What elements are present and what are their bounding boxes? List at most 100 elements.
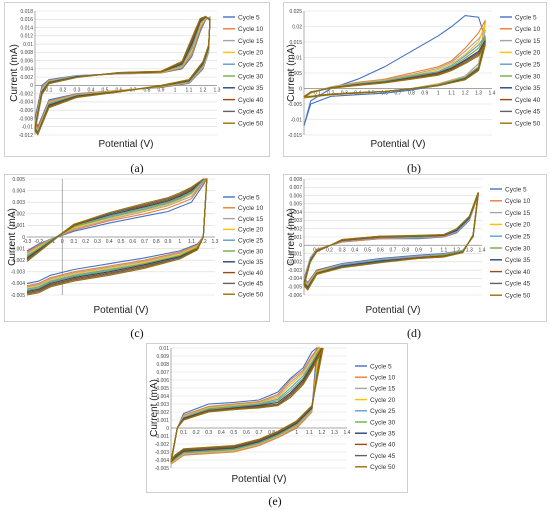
legend-entry: Cycle 20 <box>505 222 531 229</box>
series-line <box>34 15 211 136</box>
y-tick-label: -0.006 <box>19 108 33 114</box>
series-line <box>170 347 322 463</box>
legend-entry: Cycle 45 <box>238 109 264 116</box>
x-tick-label: 0.8 <box>402 247 409 253</box>
x-tick-label: 0.4 <box>218 430 225 436</box>
series-line <box>34 17 211 133</box>
y-tick-label: 0.018 <box>20 9 33 15</box>
y-tick-label: 0.016 <box>20 17 33 23</box>
series-line <box>26 178 208 296</box>
x-tick-label: -0.2 <box>34 239 43 245</box>
legend-entry: Cycle 35 <box>238 259 264 266</box>
series-line <box>170 347 320 464</box>
y-tick-label: 0.02 <box>292 24 302 30</box>
x-tick-label: 0.1 <box>46 87 53 93</box>
x-tick-label: 1 <box>437 91 440 97</box>
series-line <box>34 15 211 136</box>
y-axis-label: Current (mA) <box>286 44 297 102</box>
panel-label-b: (b) <box>407 161 421 175</box>
y-tick-label: -0.006 <box>288 293 302 299</box>
x-tick-label: 0.9 <box>165 239 172 245</box>
x-tick-label: 0.7 <box>390 247 397 253</box>
y-tick-label: 0 <box>22 235 25 241</box>
y-tick-label: -0.003 <box>155 450 169 456</box>
y-tick-label: 0.003 <box>289 218 302 224</box>
y-tick-label: 0.006 <box>20 58 33 64</box>
panel-label-a: (a) <box>130 161 144 175</box>
cv-chart-d: 0.008 0.007 0.006 0.005 0.004 0.003 0.002 0.001… <box>286 177 531 316</box>
x-tick-label: 1.1 <box>186 87 193 93</box>
x-axis-label: Potential (V) <box>370 139 425 150</box>
y-tick-label: -0.01 <box>291 117 303 123</box>
y-tick-label: 0.005 <box>156 386 169 392</box>
legend-entry: Cycle 50 <box>370 464 396 471</box>
y-tick-label: 0.001 <box>156 418 169 424</box>
x-tick-label: 0.8 <box>408 91 415 97</box>
x-tick-label: 0.6 <box>243 430 250 436</box>
legend-entry: Cycle 25 <box>238 62 264 69</box>
y-tick-label: 0.008 <box>289 177 302 183</box>
y-tick-label: -0.002 <box>11 258 25 264</box>
legend-entry: Cycle 25 <box>370 408 396 415</box>
x-tick-label: 1.3 <box>475 91 482 97</box>
y-tick-label: 0.009 <box>156 354 169 360</box>
panel-label-e: (e) <box>268 494 282 508</box>
legend-entry: Cycle 10 <box>370 375 396 382</box>
legend-entry: Cycle 20 <box>238 50 264 57</box>
x-tick-label: 0.1 <box>180 430 187 436</box>
legend-entry: Cycle 15 <box>238 38 264 45</box>
y-tick-label: -0.003 <box>288 268 302 274</box>
x-tick-label: 1 <box>174 87 177 93</box>
x-axis-label: Potential (V) <box>365 305 420 316</box>
cv-chart-c: 0.005 0.004 0.003 0.002 0.001 0 -0.001 -0.002 -0… <box>7 177 264 316</box>
series-line <box>303 192 479 290</box>
legend-entry: Cycle 10 <box>515 26 541 33</box>
x-tick-label: 1.1 <box>448 91 455 97</box>
cv-chart-a: 0.018 0.016 0.014 0.012 0.01 0.008 0.006 0.004 0… <box>9 9 264 150</box>
series-line <box>303 192 479 289</box>
x-tick-label: 0.5 <box>102 87 109 93</box>
y-tick-label: -0.005 <box>11 293 25 299</box>
x-axis-label: Potential (V) <box>98 139 153 150</box>
y-tick-label: -0.012 <box>19 133 33 139</box>
legend-entry: Cycle 20 <box>370 397 396 404</box>
legend-entry: Cycle 5 <box>238 14 260 21</box>
y-tick-label: -0.001 <box>288 251 302 257</box>
x-tick-label: 0.7 <box>395 91 402 97</box>
legend-entry: Cycle 40 <box>238 97 264 104</box>
legend-entry: Cycle 35 <box>515 85 541 92</box>
x-tick-label: 0.3 <box>94 239 101 245</box>
chart-panel-e: 0.01 0.009 0.008 0.007 0.006 0.005 0.004 0.003 0… <box>146 343 408 493</box>
y-tick-label: 0.005 <box>12 177 25 183</box>
y-axis-label: Current (mA) <box>7 208 18 266</box>
legend-entry: Cycle 5 <box>505 186 527 193</box>
x-tick-label: 0.8 <box>268 430 275 436</box>
x-tick-label: 0.6 <box>129 239 136 245</box>
x-tick-label: 0.9 <box>158 87 165 93</box>
x-tick-label: 1.4 <box>489 91 496 97</box>
cv-chart-b: 0.025 0.02 0.015 0.01 0.005 0 -0.005 -0.01 -0.01… <box>286 9 541 150</box>
y-tick-label: -0.005 <box>155 466 169 472</box>
x-tick-label: 1.1 <box>440 247 447 253</box>
x-tick-label: 0.2 <box>326 247 333 253</box>
series-line <box>170 347 323 462</box>
y-tick-label: 0.002 <box>20 75 33 81</box>
y-tick-label: -0.004 <box>11 281 25 287</box>
series-line <box>34 16 211 135</box>
series-line <box>170 347 324 462</box>
y-tick-label: -0.005 <box>288 102 302 108</box>
x-tick-label: 0.5 <box>364 247 371 253</box>
y-tick-label: 0.008 <box>20 50 33 56</box>
chart-panel-d: 0.008 0.007 0.006 0.005 0.004 0.003 0.002 0.001… <box>283 174 547 322</box>
x-tick-label: 0.2 <box>193 430 200 436</box>
series-line <box>303 192 479 291</box>
legend-entry: Cycle 20 <box>238 227 264 234</box>
y-tick-label: 0 <box>299 86 302 92</box>
legend-entry: Cycle 40 <box>238 270 264 277</box>
legend-entry: Cycle 35 <box>370 431 396 438</box>
legend-entry: Cycle 10 <box>238 205 264 212</box>
legend-entry: Cycle 40 <box>370 442 396 449</box>
y-tick-label: 0.001 <box>289 235 302 241</box>
legend-entry: Cycle 30 <box>370 419 396 426</box>
x-tick-label: 0.4 <box>88 87 95 93</box>
